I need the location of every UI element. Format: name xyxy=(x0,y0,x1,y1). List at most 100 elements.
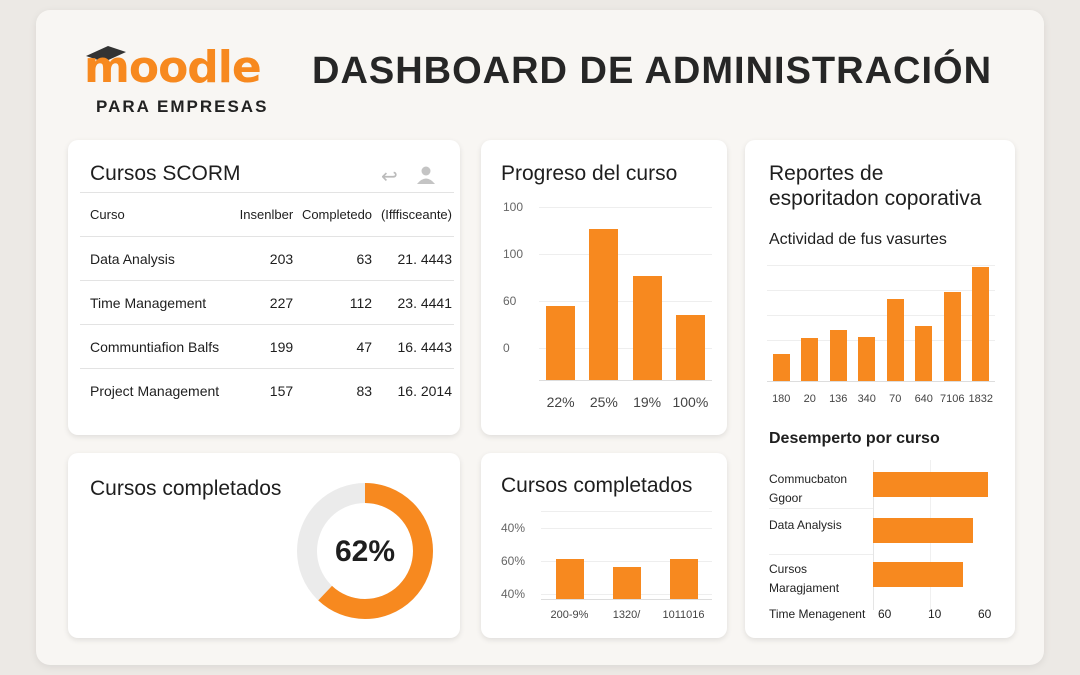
row-divider xyxy=(769,508,873,509)
donut-title: Cursos completados xyxy=(90,477,282,500)
table-cell: 23. 4441 xyxy=(374,280,454,325)
column-header: Completedo xyxy=(295,192,375,237)
x-tick-label: 136 xyxy=(829,393,848,405)
x-tick-label: 22% xyxy=(546,394,575,410)
category-label: Commucbaton Ggoor xyxy=(769,472,848,505)
bar xyxy=(873,518,974,543)
column-header: Insenlber xyxy=(234,192,296,237)
row-divider xyxy=(769,554,873,555)
completed-card: Cursos completados 40% 60% 40% 200-9% 1320/1… xyxy=(481,453,727,638)
completed-title: Cursos completados xyxy=(501,474,693,497)
gridline xyxy=(541,528,712,529)
table-header: Curso Insenlber Completedo (Ifffisceante… xyxy=(80,192,454,237)
logo-text: moodle xyxy=(84,42,262,93)
table-row[interactable]: Time Management 227 112 23. 4441 xyxy=(80,280,454,325)
bar xyxy=(858,336,876,381)
table-cell: 199 xyxy=(234,324,296,369)
x-tick-label: 10 xyxy=(928,607,942,621)
x-tick-label: 1832 xyxy=(968,393,993,405)
progress-card: Progreso del curso 100 100 60 0 22% 25% 19% 100… xyxy=(481,140,727,435)
x-tick-label: 340 xyxy=(857,393,876,405)
table-cell: 157 xyxy=(234,368,296,413)
table-cell: 227 xyxy=(234,280,296,325)
performance-title: Desemperto por curso xyxy=(769,430,940,447)
y-tick-label: 60% xyxy=(501,554,526,568)
reports-title-line1: Reportes de xyxy=(769,162,884,185)
x-tick-label: 640 xyxy=(914,393,933,405)
bar xyxy=(612,567,641,599)
category-label: Data Analysis xyxy=(769,518,842,532)
progress-title: Progreso del curso xyxy=(501,162,678,185)
column-header: (Ifffisceante) xyxy=(374,192,454,237)
y-tick-label: 40% xyxy=(501,521,526,535)
gridline xyxy=(767,290,995,291)
gridline xyxy=(767,315,995,316)
gridline xyxy=(539,348,712,349)
logo-subtitle: PARA EMPRESAS xyxy=(96,97,269,116)
gridline xyxy=(539,254,712,255)
x-axis xyxy=(541,599,712,600)
bar xyxy=(829,329,847,381)
table-row[interactable]: Data Analysis 203 63 21. 4443 xyxy=(80,236,454,281)
activity-chart: 180 20 136 340 70 640 7106 1832 xyxy=(745,140,1015,638)
x-tick-label: 60 xyxy=(878,607,892,621)
bar xyxy=(873,472,988,497)
bar xyxy=(555,558,584,599)
column-header: Curso xyxy=(80,192,235,237)
table-cell: Communtiafion Balfs xyxy=(80,324,235,369)
table-row[interactable]: Communtiafion Balfs 199 47 16. 4443 xyxy=(80,324,454,369)
scorm-card: Cursos SCORM ↩ Curso Insenlber Completed… xyxy=(68,140,460,435)
user-icon[interactable] xyxy=(416,165,436,185)
x-tick-label: 70 xyxy=(889,393,902,405)
y-tick-label: 100 xyxy=(503,200,524,214)
donut-card: Cursos completados 62% xyxy=(68,453,460,638)
donut-value-arc xyxy=(297,483,433,619)
category-label: Cursos Maragjament xyxy=(769,562,840,595)
gridline xyxy=(767,340,995,341)
x-axis xyxy=(539,380,712,381)
axis-label: Time Menagenent xyxy=(769,607,866,621)
scorm-title: Cursos SCORM xyxy=(90,162,241,185)
x-tick-label: 20 xyxy=(803,393,816,405)
x-tick-label: 60 xyxy=(978,607,992,621)
table-cell: 63 xyxy=(295,236,375,281)
bar xyxy=(886,298,904,381)
activity-title: Actividad de fus vasurtes xyxy=(769,231,947,248)
table-cell: 83 xyxy=(295,368,375,413)
bar xyxy=(972,267,990,381)
x-tick-label: 19% xyxy=(633,394,662,410)
table-cell: 16. 4443 xyxy=(374,324,454,369)
completion-donut xyxy=(297,483,433,619)
bar xyxy=(873,562,963,587)
x-tick-label: 25% xyxy=(589,394,618,410)
bar xyxy=(915,326,933,381)
gridline xyxy=(541,511,712,512)
y-tick-label: 0 xyxy=(503,341,510,355)
page-title: DASHBOARD DE ADMINISTRACIÓN xyxy=(312,50,993,92)
table-cell: Data Analysis xyxy=(80,236,235,281)
bar xyxy=(943,292,961,381)
scorm-table: Curso Insenlber Completedo (Ifffisceante… xyxy=(80,192,454,413)
x-tick-label: 7106 xyxy=(940,393,965,405)
completed-chart: 40% 60% 40% 200-9% 1320/1011016 xyxy=(481,453,727,638)
table-cell: 16. 2014 xyxy=(374,368,454,413)
table-cell: Time Management xyxy=(80,280,235,325)
table-row[interactable]: Project Management 157 83 16. 2014 xyxy=(80,368,454,413)
x-tick-label: 1320/ xyxy=(612,609,641,621)
gridline xyxy=(539,207,712,208)
gridline xyxy=(767,265,995,266)
y-tick-label: 40% xyxy=(501,587,526,601)
performance-chart: Commucbaton Ggoor Data Analysis Cursos Mar… xyxy=(745,140,1015,638)
bar xyxy=(632,275,662,380)
reports-title-line2: esporitadon coporativa xyxy=(769,187,982,210)
bar xyxy=(801,337,819,381)
reply-icon[interactable]: ↩ xyxy=(381,166,398,188)
x-tick-label: 1011016 xyxy=(662,609,705,621)
y-tick-label: 100 xyxy=(503,247,524,261)
table-cell: 203 xyxy=(234,236,296,281)
x-axis xyxy=(767,381,995,382)
reports-card: Reportes de esporitadon coporativa Activi… xyxy=(745,140,1015,638)
bar xyxy=(669,558,698,599)
gridline xyxy=(539,301,712,302)
bar xyxy=(589,228,619,380)
